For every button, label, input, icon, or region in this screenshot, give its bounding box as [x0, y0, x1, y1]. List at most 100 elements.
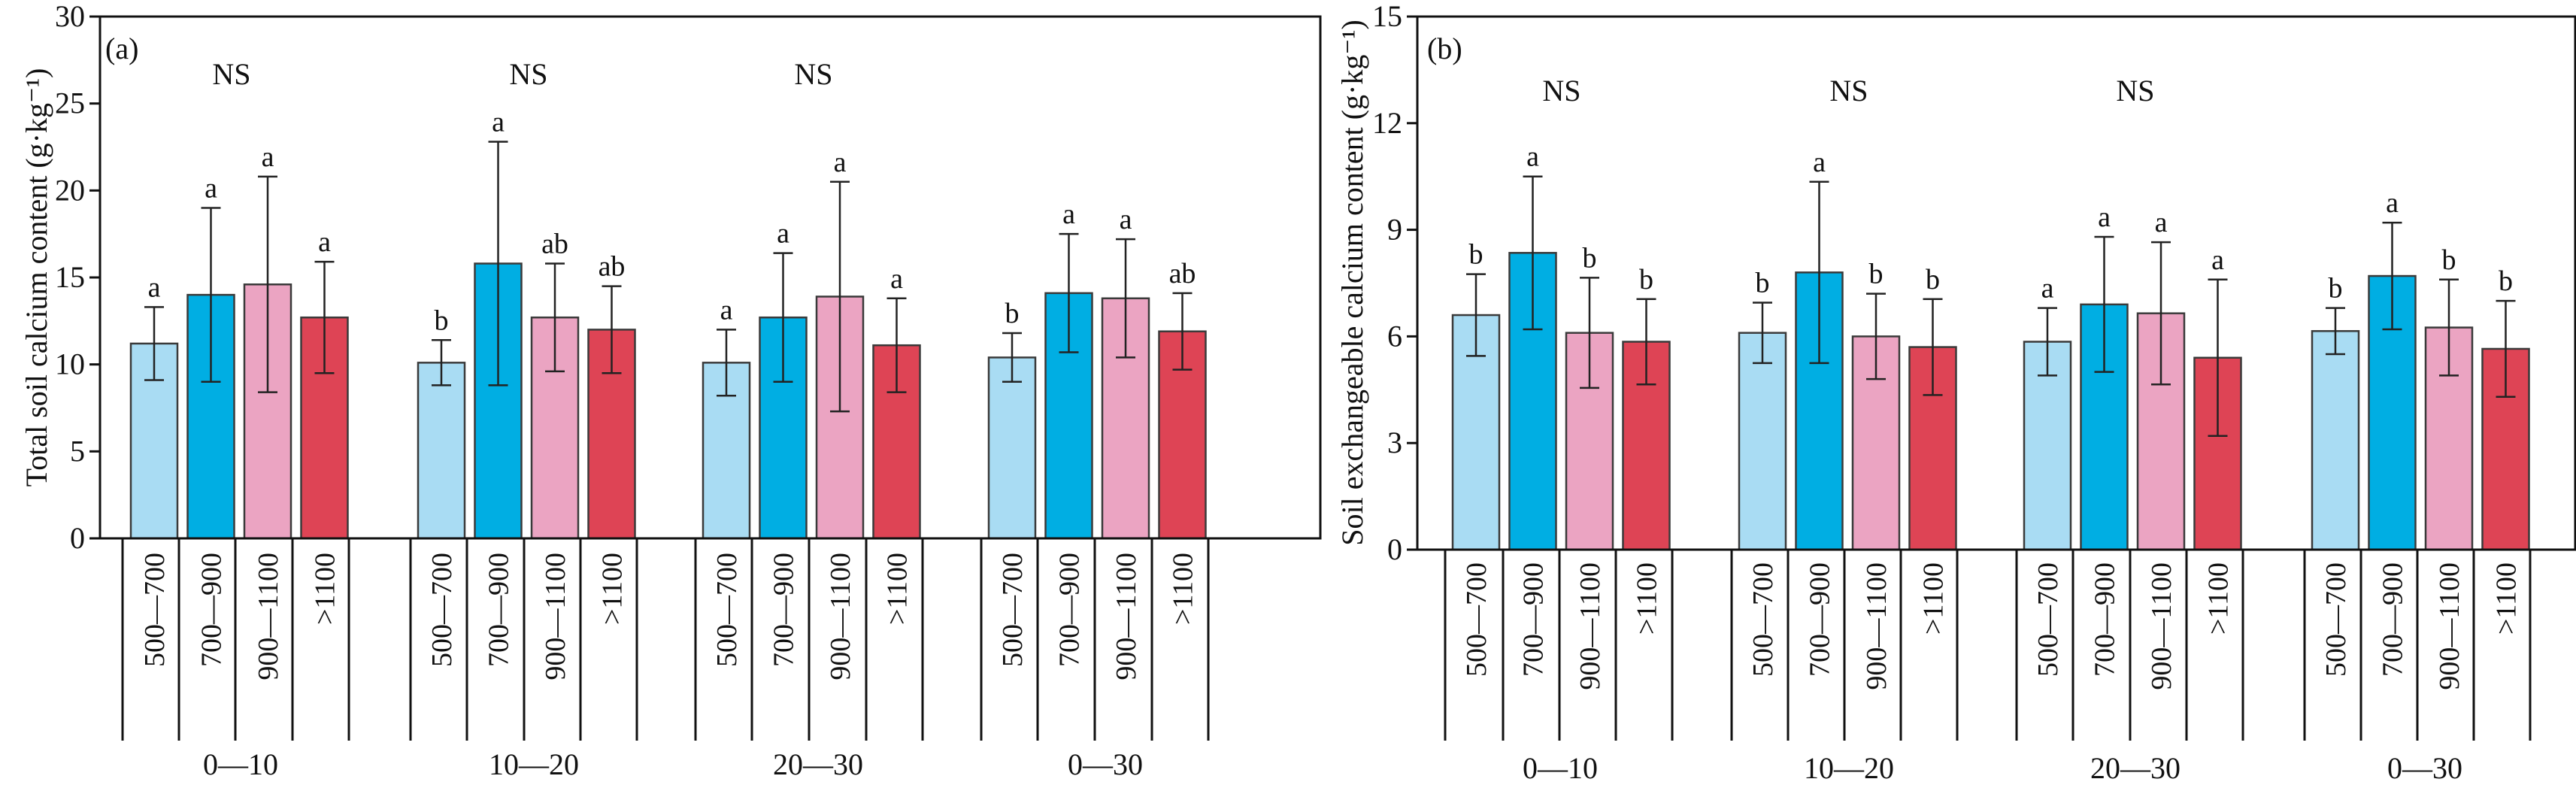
x-group-label: 0—30 [1068, 747, 1143, 781]
significance-letter: a [205, 172, 217, 204]
group-significance: NS [212, 57, 250, 91]
x-category-label: 900—1100 [540, 553, 571, 680]
x-category-label: >1100 [597, 553, 629, 625]
x-category-label: >1100 [1168, 553, 1199, 625]
significance-letter: b [1756, 267, 1770, 299]
significance-letter: b [1469, 239, 1483, 271]
x-group-label: 20—30 [2090, 751, 2181, 785]
significance-letter: a [720, 294, 733, 326]
group-significance: NS [2116, 74, 2154, 108]
significance-letter: ab [541, 228, 568, 259]
significance-letter: a [890, 263, 903, 295]
bar [987, 356, 1037, 540]
x-category-label: 900—1100 [2146, 562, 2177, 690]
panel-b-y-axis-label: Soil exchangeable calcium content (g·kg⁻… [1335, 20, 1369, 546]
panel-a-y-ticks: 0 5 10 15 20 25 30 [55, 0, 100, 555]
significance-letter: b [1583, 242, 1597, 274]
group-significance: NS [1542, 74, 1580, 108]
x-category-label: 500—700 [2032, 562, 2064, 677]
significance-letter: a [777, 218, 789, 250]
x-category-label: 900—1100 [1861, 562, 1893, 690]
x-category-label: 900—1100 [1574, 562, 1606, 690]
significance-letter: b [2499, 265, 2513, 297]
panel-b-y-ticks: 0 3 6 9 12 15 [1372, 0, 1417, 566]
significance-letter: a [2386, 187, 2399, 219]
bar [1908, 346, 1957, 551]
x-category-label: >1100 [2203, 562, 2235, 635]
x-group-label: 20—30 [773, 747, 863, 781]
x-category-label: 700—900 [1518, 562, 1550, 677]
x-category-label: 500—700 [139, 553, 171, 667]
x-category-label: 700—900 [196, 553, 228, 667]
significance-letter: a [1062, 199, 1075, 230]
significance-letter: a [2041, 273, 2054, 305]
x-group-label: 0—10 [203, 747, 278, 781]
significance-letter: a [2155, 207, 2168, 238]
x-category-label: 500—700 [426, 553, 458, 667]
significance-letter: b [1926, 264, 1940, 296]
x-category-label: 500—700 [1747, 562, 1779, 677]
x-category-label: 700—900 [1054, 553, 1086, 667]
significance-letter: a [834, 147, 847, 178]
y-tick-label: 9 [1387, 213, 1402, 247]
x-category-label: 700—900 [2090, 562, 2121, 677]
x-category-label: >1100 [882, 553, 914, 625]
x-category-label: 500—700 [997, 553, 1029, 667]
panel-a-label: (a) [105, 32, 138, 65]
significance-letter: a [318, 226, 331, 258]
x-category-label: 700—900 [1805, 562, 1836, 677]
x-category-label: 900—1100 [253, 553, 284, 680]
x-category-label: 700—900 [2377, 562, 2409, 677]
group-significance: NS [794, 57, 832, 91]
panel-a-y-axis-label: Total soil calcium content (g·kg⁻¹) [20, 68, 53, 487]
x-category-label: >1100 [1918, 562, 1950, 635]
y-tick-label: 25 [55, 86, 85, 120]
x-category-label: >1100 [1632, 562, 1663, 635]
significance-letter: a [2098, 202, 2111, 233]
significance-letter: b [1639, 264, 1653, 296]
x-category-label: 900—1100 [825, 553, 856, 680]
group-significance: NS [1829, 74, 1868, 108]
significance-letter: b [2442, 244, 2456, 276]
x-group-label: 0—10 [1523, 751, 1598, 785]
significance-letter: ab [1169, 258, 1196, 289]
panel-b-bars: b a b b NS b a b b NS a a a a NS b a b b [1451, 74, 2530, 551]
group-significance: NS [509, 57, 547, 91]
x-category-label: 500—700 [1461, 562, 1493, 677]
x-category-label: 900—1100 [1111, 553, 1142, 680]
x-group-label: 0—30 [2387, 751, 2462, 785]
x-group-label: 10—20 [489, 747, 579, 781]
panel-b-label: (b) [1427, 32, 1462, 65]
x-category-label: >1100 [310, 553, 341, 625]
significance-letter: b [435, 305, 449, 336]
x-group-label: 10—20 [1804, 751, 1894, 785]
panel-b-plot-frame [1416, 15, 2576, 551]
y-tick-label: 3 [1387, 426, 1402, 459]
panel-a-x-axis: 500—700 700—900 900—1100 >1100 0—10 500—700 70… [121, 538, 1210, 781]
panel-b: b a b b NS b a b b NS a a a a NS b a b b 0 3 6 9 12 15 (b) Soil… [1335, 0, 2576, 785]
significance-letter: b [2329, 273, 2343, 305]
x-category-label: >1100 [2491, 562, 2523, 635]
significance-letter: b [1869, 259, 1884, 290]
y-tick-label: 15 [55, 260, 85, 294]
y-tick-label: 15 [1372, 0, 1402, 33]
y-tick-label: 6 [1387, 319, 1402, 353]
significance-letter: a [1120, 204, 1132, 235]
panel-b-x-axis: 500—700 700—900 900—1100 >1100 0—10 500—700 70… [1444, 550, 2532, 785]
bar [1738, 332, 1787, 551]
x-category-label: 500—700 [711, 553, 743, 667]
x-category-label: 700—900 [483, 553, 515, 667]
y-tick-label: 0 [1387, 532, 1402, 566]
y-tick-label: 30 [55, 0, 85, 33]
y-tick-label: 10 [55, 347, 85, 381]
x-category-label: 700—900 [768, 553, 800, 667]
significance-letter: a [1526, 141, 1539, 173]
x-category-label: 900—1100 [2434, 562, 2465, 690]
y-tick-label: 5 [70, 434, 85, 468]
significance-letter: a [148, 271, 161, 303]
y-tick-label: 0 [70, 521, 85, 555]
significance-letter: a [1813, 147, 1826, 178]
significance-letter: a [262, 141, 274, 173]
